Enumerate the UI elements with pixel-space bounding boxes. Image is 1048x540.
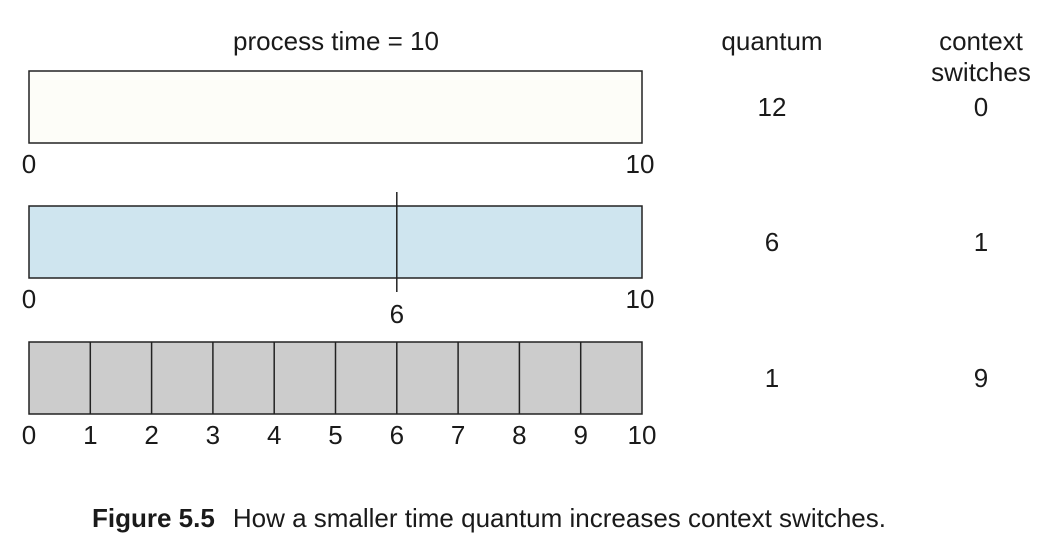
timeline-row-3: 0 1 2 3 4 5 6 7 8 9 10 1 9 <box>22 342 988 450</box>
quantum-value: 6 <box>765 227 779 257</box>
time-tick-label: 10 <box>628 420 657 450</box>
time-tick-label: 9 <box>573 420 587 450</box>
diagram-canvas: process time = 10 quantum context switch… <box>0 0 1048 490</box>
time-tick-label: 5 <box>328 420 342 450</box>
figure-number: Figure 5.5 <box>92 503 215 533</box>
context-switches-header-line2: switches <box>931 57 1031 87</box>
timeline-row-1: 0 10 12 0 <box>22 71 988 179</box>
quantum-header: quantum <box>721 26 822 56</box>
time-tick-label: 6 <box>390 420 404 450</box>
time-tick-label: 7 <box>451 420 465 450</box>
time-tick-label: 10 <box>626 149 655 179</box>
process-bar <box>29 71 642 143</box>
quantum-value: 12 <box>758 92 787 122</box>
process-bar <box>29 206 642 278</box>
time-tick-label: 8 <box>512 420 526 450</box>
time-tick-label: 1 <box>83 420 97 450</box>
context-switches-value: 9 <box>974 363 988 393</box>
timeline-row-2: 0 6 10 6 1 <box>22 192 988 329</box>
time-tick-label: 0 <box>22 420 36 450</box>
time-tick-label: 10 <box>626 284 655 314</box>
time-tick-label: 4 <box>267 420 281 450</box>
context-switches-value: 1 <box>974 227 988 257</box>
figure-caption-text: How a smaller time quantum increases con… <box>233 503 886 533</box>
time-tick-label: 2 <box>144 420 158 450</box>
time-tick-label: 6 <box>390 299 404 329</box>
context-switches-header-line1: context <box>939 26 1024 56</box>
process-time-header: process time = 10 <box>233 26 439 56</box>
time-tick-label: 0 <box>22 149 36 179</box>
figure-caption: Figure 5.5 How a smaller time quantum inc… <box>92 503 886 534</box>
time-tick-label: 0 <box>22 284 36 314</box>
context-switches-value: 0 <box>974 92 988 122</box>
time-tick-label: 3 <box>206 420 220 450</box>
quantum-value: 1 <box>765 363 779 393</box>
